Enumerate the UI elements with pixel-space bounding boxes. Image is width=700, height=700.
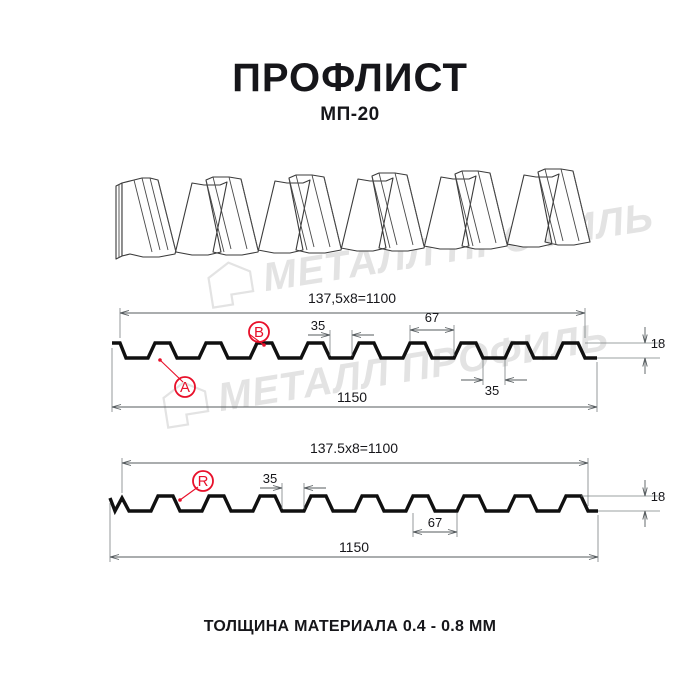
thickness-note: ТОЛЩИНА МАТЕРИАЛА 0.4 - 0.8 ММ <box>203 618 497 635</box>
dimension-top-overall-label: 137,5x8=1100 <box>308 290 396 306</box>
marker-a-label: A <box>180 379 190 396</box>
dimension-detail-67-top-label: 67 <box>425 310 439 325</box>
dimension-detail-35-top-lower: 35 <box>461 360 527 398</box>
isometric-profile-view <box>115 168 591 260</box>
profile-outline-bottom <box>108 494 598 516</box>
dimension-bottom-overall-bottom-section: 1150 <box>109 503 599 562</box>
dimension-bottom-overall-top-section: 1150 <box>111 348 598 412</box>
dimension-detail-35-bottom: 35 <box>260 471 326 509</box>
dimension-detail-67-top: 67 <box>409 310 455 356</box>
profile-outline-top <box>112 341 597 360</box>
cross-section-top: 137,5x8=1100 1150 18 <box>111 290 665 412</box>
marker-b-label: B <box>254 324 264 341</box>
dimension-top-overall-bottom: 137.5x8=1100 <box>121 440 589 506</box>
dimension-detail-35-top: 35 <box>308 318 374 356</box>
dimension-height-top-label: 18 <box>651 336 665 351</box>
dimension-height-bottom-label: 18 <box>651 489 665 504</box>
cross-section-bottom: 137.5x8=1100 1150 18 <box>108 440 665 562</box>
dimension-top-overall: 137,5x8=1100 <box>119 290 586 338</box>
marker-a: A <box>158 358 196 398</box>
corrugation-band <box>121 168 591 258</box>
dimension-detail-35-bottom-label: 35 <box>263 471 277 486</box>
page-title: ПРОФЛИСТ <box>232 56 468 100</box>
dimension-detail-67-bottom-label: 67 <box>428 515 442 530</box>
dimension-height-top-section: 18 <box>585 327 665 374</box>
dimension-height-bottom-section: 18 <box>581 480 665 527</box>
dimension-detail-35-top-lower-label: 35 <box>485 383 499 398</box>
page-subtitle: МП-20 <box>320 104 380 125</box>
dimension-bottom-overall-bottom-label: 1150 <box>339 539 369 555</box>
dimension-detail-35-top-label: 35 <box>311 318 325 333</box>
marker-r: R <box>178 470 214 502</box>
marker-b: B <box>248 321 270 347</box>
dimension-top-overall-bottom-label: 137.5x8=1100 <box>310 440 398 456</box>
dimension-bottom-overall-top-label: 1150 <box>337 389 367 405</box>
marker-r-label: R <box>198 473 209 490</box>
rib-fold-lines <box>133 168 591 253</box>
dimension-detail-67-bottom: 67 <box>412 513 458 537</box>
